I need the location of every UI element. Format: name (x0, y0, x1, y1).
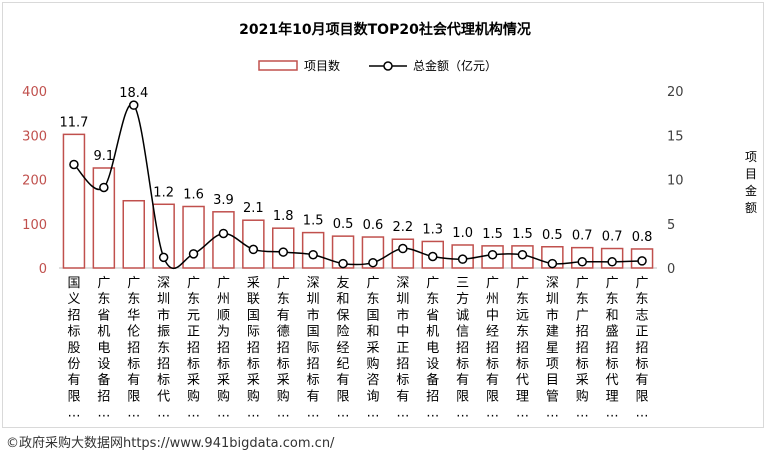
amount-point (517, 249, 528, 260)
x-tick-label: 广东国和采购咨询… (366, 276, 379, 421)
right-axis-tick-label: 15 (667, 129, 684, 144)
left-axis-tick-label: 200 (22, 174, 47, 189)
legend-bar-label: 项目数 (304, 58, 340, 73)
amount-data-label: 1.5 (482, 227, 503, 242)
amount-point (308, 249, 318, 260)
amount-data-label: 2.2 (393, 220, 414, 235)
legend: 项目数 总金额（亿元） (258, 58, 497, 73)
amount-point (547, 258, 558, 269)
right-axis-tick-label: 0 (667, 262, 675, 277)
x-tick-label: 广东省机电设备招… (97, 276, 110, 421)
amount-data-label: 1.5 (303, 214, 324, 229)
bar (391, 238, 415, 269)
legend-bar-swatch (258, 60, 298, 71)
amount-data-label: 0.5 (542, 228, 563, 243)
x-tick-label: 国义招标股份有限… (67, 276, 80, 421)
amount-data-label: 9.1 (94, 149, 115, 164)
bar (212, 211, 235, 269)
bar (242, 219, 265, 269)
amount-point (278, 247, 288, 257)
x-tick-label: 广东华伦招标有限… (127, 276, 140, 421)
right-axis-tick-label: 5 (667, 218, 675, 233)
amount-point (368, 257, 378, 268)
amount-point (69, 159, 79, 170)
line-series (69, 100, 647, 269)
left-axis-tick-label: 100 (22, 218, 47, 233)
amount-data-label: 3.9 (213, 193, 234, 208)
amount-point (398, 243, 408, 254)
x-tick-label: 采联国际招标采购… (247, 276, 260, 421)
chart-title: 2021年10月项目数TOP20社会代理机构情况 (239, 21, 531, 38)
x-tick-label: 三方诚信招标有限… (456, 276, 469, 421)
x-tick-label: 广东志正招标有限… (636, 276, 649, 421)
amount-data-label: 0.8 (632, 230, 653, 245)
x-tick-label: 广东省机电设备招… (426, 276, 439, 421)
amount-data-label: 11.7 (59, 115, 88, 130)
chart-svg: 2021年10月项目数TOP20社会代理机构情况 项目数 总金额（亿元） 0 10… (22, 21, 757, 421)
bar (182, 205, 205, 269)
amount-point (577, 257, 587, 267)
bar (62, 133, 86, 269)
x-tick-label: 深圳市建星项目管… (546, 276, 559, 421)
right-axis-tick-label: 10 (667, 174, 684, 189)
amount-point (99, 182, 109, 193)
left-axis-tick-label: 300 (22, 129, 47, 144)
left-axis-tick-label: 400 (22, 85, 47, 100)
amount-point (428, 251, 438, 262)
amount-data-label: 1.0 (452, 226, 473, 241)
amount-point (338, 258, 348, 269)
data-labels: 11.7 9.1 18.4 1.2 1.6 3.9 2.1 1.8 1.5 0.5 0.6 2.2 1.… (59, 86, 652, 245)
chart-frame: 2021年10月项目数TOP20社会代理机构情况 项目数 总金额（亿元） 0 10… (2, 2, 764, 428)
legend-line-label: 总金额（亿元） (413, 58, 497, 73)
amount-data-label: 18.4 (119, 86, 148, 101)
x-tick-label: 广东广招招标采购… (576, 276, 589, 421)
amount-data-label: 2.1 (243, 201, 264, 216)
amount-point (457, 254, 468, 264)
amount-point (158, 252, 169, 263)
bar (122, 199, 145, 269)
amount-data-label: 0.6 (363, 218, 384, 233)
bar (152, 203, 175, 269)
x-tick-label: 深圳市中正招标有… (396, 276, 409, 421)
amount-point (637, 256, 647, 266)
legend-line-marker (383, 61, 393, 71)
amount-point (248, 244, 259, 255)
x-tick-label: 深圳市振东招标代… (157, 276, 170, 421)
x-tick-label: 深圳市国际招标有… (307, 276, 320, 421)
bar (92, 167, 116, 269)
amount-point (188, 249, 199, 259)
amount-point (487, 249, 498, 260)
source-footer: ©政府采购大数据网https://www.941bigdata.com.cn/ (6, 436, 335, 451)
amount-data-label: 0.7 (602, 230, 623, 245)
amount-data-label: 1.8 (273, 209, 294, 224)
x-tick-label: 广东和盛招标代理… (606, 276, 619, 421)
x-tick-label: 广州顺为招标采购… (217, 276, 230, 421)
amount-data-label: 1.6 (183, 187, 204, 202)
amount-data-label: 1.5 (512, 227, 533, 242)
left-axis-tick-label: 0 (39, 262, 47, 277)
amount-point (129, 100, 139, 110)
x-tick-label: 友和保险经纪有限… (337, 275, 350, 421)
x-tick-label: 广东有德招标采购… (277, 276, 290, 421)
x-tick-label: 广州中经招标有限… (486, 276, 499, 421)
x-tick-label: 广东元正招标采购… (187, 276, 200, 421)
x-tick-label: 广东远东招标代理… (516, 276, 529, 421)
amount-point (607, 257, 617, 267)
right-axis-label: 项目金额 (745, 150, 757, 215)
x-tick-labels: 国义招标股份有限… 广东省机电设备招… 广东华伦招标有限… 深圳市振东招标代… 广东元正… (67, 275, 648, 421)
right-axis-tick-label: 20 (667, 85, 684, 100)
amount-point (218, 228, 229, 239)
amount-data-label: 1.3 (422, 222, 443, 237)
amount-data-label: 0.7 (572, 229, 593, 244)
amount-data-label: 0.5 (333, 217, 354, 232)
amount-data-label: 1.2 (153, 185, 174, 200)
